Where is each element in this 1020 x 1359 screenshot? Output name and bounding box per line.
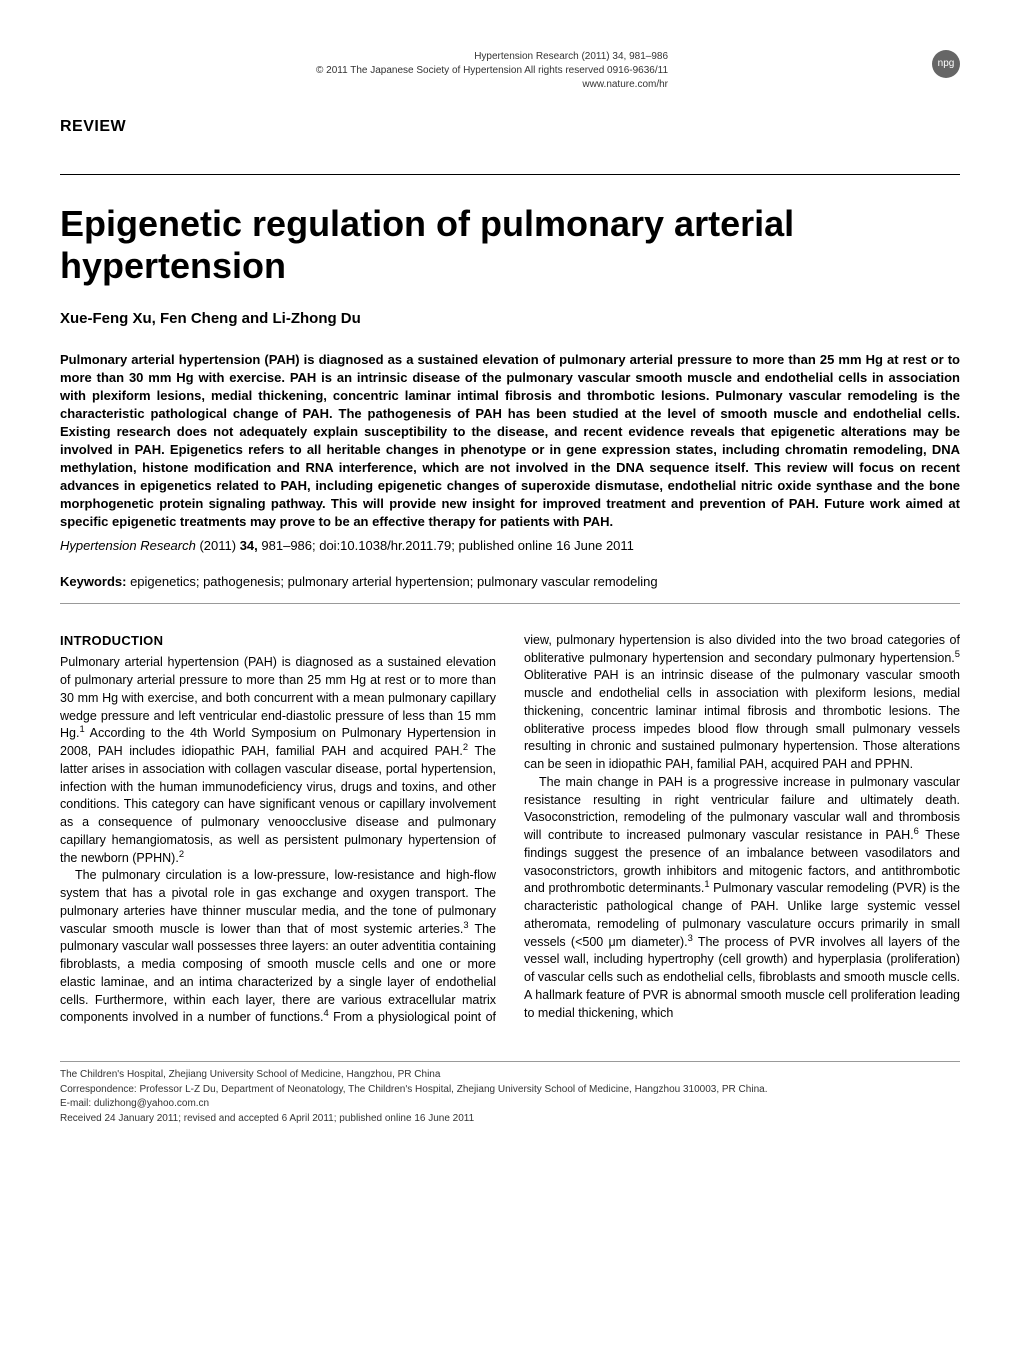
section-heading-introduction: INTRODUCTION [60,632,496,650]
copyright-line: © 2011 The Japanese Society of Hypertens… [316,64,668,78]
body-paragraph: The main change in PAH is a progressive … [524,774,960,1023]
journal-meta-text: Hypertension Research (2011) 34, 981–986… [316,50,668,92]
title-rule [60,174,960,175]
keywords-values: epigenetics; pathogenesis; pulmonary art… [126,574,657,589]
article-footer: The Children's Hospital, Zhejiang Univer… [60,1068,960,1126]
journal-url: www.nature.com/hr [316,78,668,92]
author-list: Xue-Feng Xu, Fen Cheng and Li-Zhong Du [60,308,960,329]
abstract-text: Pulmonary arterial hypertension (PAH) is… [60,351,960,530]
article-type-label: REVIEW [60,116,960,138]
article-citation: Hypertension Research (2011) 34, 981–986… [60,537,960,555]
page-header: Hypertension Research (2011) 34, 981–986… [60,50,960,92]
citation-ref: 2 [179,848,184,858]
body-paragraph: Pulmonary arterial hypertension (PAH) is… [60,654,496,867]
affiliation-line: The Children's Hospital, Zhejiang Univer… [60,1068,960,1083]
abstract-rule [60,603,960,604]
footer-rule [60,1061,960,1062]
npg-badge-icon: npg [932,50,960,78]
citation-rest: 981–986; doi:10.1038/hr.2011.79; publish… [258,538,634,553]
journal-citation-line: Hypertension Research (2011) 34, 981–986 [316,50,668,64]
correspondence-email: E-mail: dulizhong@yahoo.com.cn [60,1097,960,1112]
citation-journal: Hypertension Research [60,538,196,553]
correspondence-line: Correspondence: Professor L-Z Du, Depart… [60,1083,960,1098]
journal-meta-block: Hypertension Research (2011) 34, 981–986… [316,50,668,92]
citation-year: (2011) [196,538,240,553]
keywords-label: Keywords: [60,574,126,589]
citation-volume: 34, [240,538,258,553]
citation-ref: 5 [955,649,960,659]
keywords-line: Keywords: epigenetics; pathogenesis; pul… [60,573,960,591]
body-text-columns: INTRODUCTION Pulmonary arterial hyperten… [60,632,960,1027]
article-title: Epigenetic regulation of pulmonary arter… [60,203,960,286]
history-dates: Received 24 January 2011; revised and ac… [60,1112,960,1127]
